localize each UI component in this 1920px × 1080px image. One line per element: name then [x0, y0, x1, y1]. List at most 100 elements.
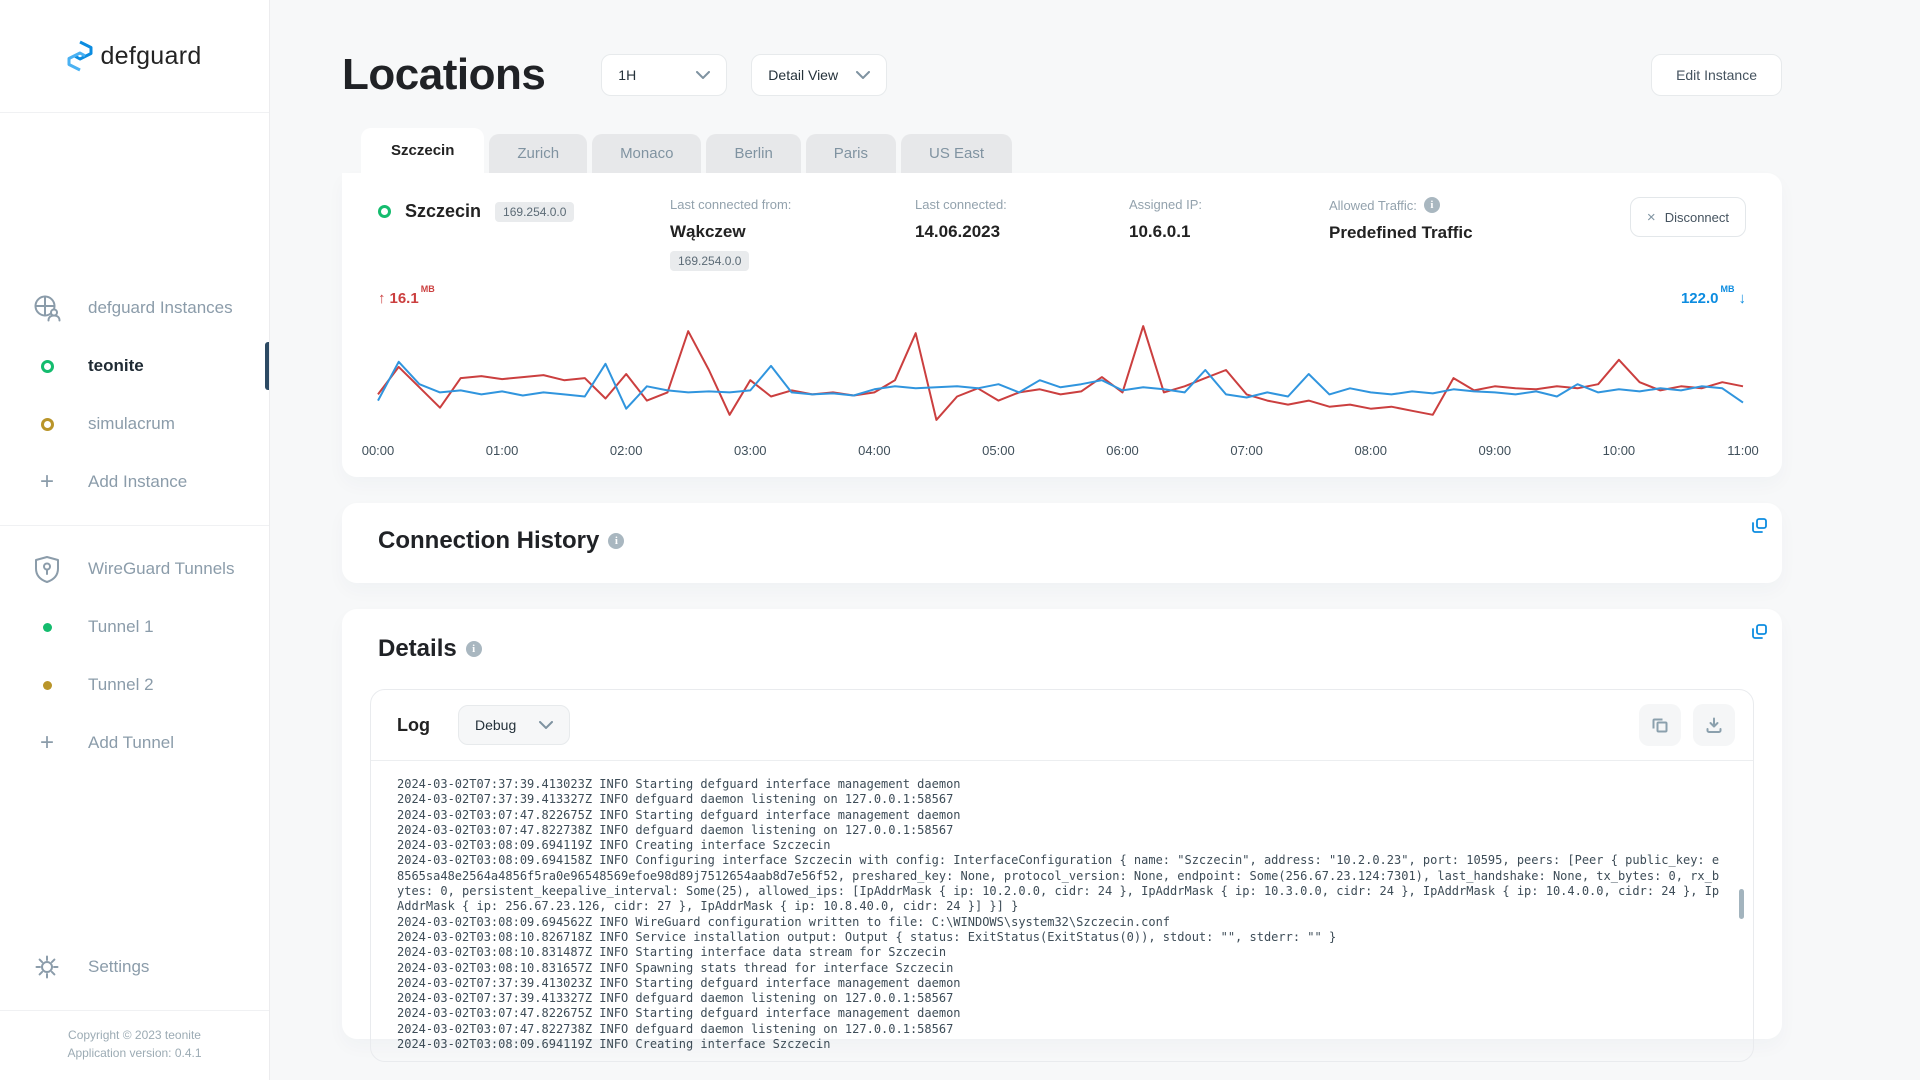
x-axis-label: 05:00: [982, 443, 1015, 458]
download-arrow-icon: ↓: [1738, 289, 1747, 307]
sidebar-item-tunnel-1[interactable]: Tunnel 1: [0, 598, 269, 656]
sidebar-item-label: Settings: [88, 957, 150, 976]
x-axis-label: 07:00: [1230, 443, 1263, 458]
download-log-button[interactable]: [1693, 704, 1735, 746]
copyright-text: Copyright © 2023 teonite: [68, 1028, 201, 1042]
log-scrollbar-thumb[interactable]: [1739, 889, 1744, 919]
copy-log-button[interactable]: [1639, 704, 1681, 746]
copy-icon: [1652, 718, 1668, 733]
sidebar-item-label: Tunnel 2: [88, 675, 154, 694]
info-icon[interactable]: i: [1423, 197, 1440, 213]
instances-icon: [32, 294, 62, 322]
sidebar-item-label: Tunnel 1: [88, 617, 154, 636]
location-card: Szczecin 169.254.0.0 Last connected from…: [342, 173, 1782, 477]
field-last-connected: Last connected: 14.06.2023: [915, 197, 1007, 241]
log-panel-header: Log Debug: [371, 690, 1753, 760]
x-axis-label: 06:00: [1106, 443, 1139, 458]
tab-szczecin[interactable]: Szczecin: [361, 128, 485, 173]
x-axis-label: 01:00: [485, 443, 519, 458]
status-ring-green-icon: [32, 359, 62, 373]
x-axis-label: 11:00: [1727, 443, 1759, 458]
x-axis-label: 04:00: [858, 443, 891, 458]
sidebar-item-wireguard-tunnels[interactable]: WireGuard Tunnels: [0, 540, 269, 598]
view-select[interactable]: Detail View: [751, 54, 888, 96]
traffic-chart-x-axis: 00:00 01:00 02:00 03:00 04:00 05:00 06:00 07:00…: [362, 443, 1759, 463]
location-card-header: Szczecin 169.254.0.0 Last connected from…: [378, 197, 1746, 271]
tab-berlin[interactable]: Berlin: [706, 134, 801, 173]
info-icon[interactable]: i: [465, 641, 482, 657]
sidebar-item-label: defguard Instances: [88, 298, 233, 317]
sidebar-nav: defguard Instances teonite simulacrum + …: [0, 279, 269, 772]
edit-instance-button[interactable]: Edit Instance: [1651, 54, 1782, 96]
page-title: Locations: [342, 50, 546, 99]
shield-keyhole-icon: [32, 555, 62, 583]
location-tabs: Szczecin Zurich Monaco Berlin Paris US E…: [342, 128, 1782, 173]
log-panel: Log Debug: [370, 689, 1754, 1062]
download-total: 122.0MB ↓: [1680, 284, 1747, 307]
x-axis-label: 09:00: [1478, 443, 1512, 458]
x-axis-label: 00:00: [361, 443, 395, 458]
connection-history-card: Connection History i: [342, 503, 1782, 583]
details-card: Details i Log Debug: [342, 609, 1782, 1062]
connection-history-title: Connection History: [378, 527, 600, 554]
traffic-chart-wrap: 00:00 01:00 02:00 03:00 04:00 05:00 06:00 07:00…: [362, 313, 1759, 463]
sidebar-item-simulacrum[interactable]: simulacrum: [0, 395, 269, 453]
sidebar-item-defguard-instances[interactable]: defguard Instances: [0, 279, 269, 337]
upload-total: ↑ 16.1MB: [378, 284, 435, 307]
period-select[interactable]: 1H: [601, 54, 728, 96]
plus-icon: +: [39, 729, 54, 756]
download-line: [377, 360, 1744, 410]
logo-text: defguard: [100, 41, 202, 70]
sidebar-item-label: simulacrum: [88, 414, 175, 433]
upload-line: [377, 325, 1744, 421]
field-allowed-traffic: Allowed Traffic: i Predefined Traffic: [1329, 197, 1473, 242]
tab-us-east[interactable]: US East: [900, 134, 1013, 173]
chevron-down-icon: [539, 721, 553, 729]
status-dot-yellow-icon: [32, 680, 62, 690]
sidebar-item-label: teonite: [88, 356, 144, 375]
last-connected-ip-badge: 169.254.0.0: [670, 251, 750, 271]
period-select-value: 1H: [618, 67, 637, 83]
status-ring-yellow-icon: [32, 417, 62, 431]
log-text: 2024-03-02T07:37:39.413023Z INFO Startin…: [397, 777, 1720, 1052]
location-name-group: Szczecin 169.254.0.0: [378, 197, 670, 222]
tab-paris[interactable]: Paris: [805, 134, 896, 173]
defguard-logo: defguard: [67, 39, 201, 73]
sidebar-divider: [0, 525, 269, 526]
upload-arrow-icon: ↑: [378, 289, 386, 307]
expand-icon[interactable]: [1752, 518, 1767, 533]
field-assigned-ip: Assigned IP: 10.6.0.1: [1129, 197, 1202, 241]
page-header: Locations 1H Detail View Edit Instance: [342, 50, 1782, 100]
download-icon: [1706, 717, 1722, 733]
expand-icon[interactable]: [1752, 624, 1767, 639]
x-axis-label: 08:00: [1354, 443, 1387, 458]
active-indicator-bar: [265, 342, 269, 390]
tab-zurich[interactable]: Zurich: [489, 134, 588, 173]
sidebar-item-tunnel-2[interactable]: Tunnel 2: [0, 656, 269, 714]
sidebar-item-teonite[interactable]: teonite: [0, 337, 269, 395]
connection-status-ring-icon: [378, 205, 391, 218]
gear-icon: [32, 954, 62, 980]
log-title: Log: [397, 714, 430, 735]
info-icon[interactable]: i: [608, 533, 625, 549]
traffic-summary: ↑ 16.1MB 122.0MB ↓: [378, 284, 1747, 307]
disconnect-button[interactable]: × Disconnect: [1629, 197, 1746, 237]
sidebar-item-add-tunnel[interactable]: + Add Tunnel: [0, 714, 269, 772]
location-ip-badge: 169.254.0.0: [495, 201, 575, 222]
x-axis-label: 02:00: [609, 443, 643, 458]
close-icon: ×: [1646, 208, 1656, 226]
sidebar-item-settings[interactable]: Settings: [0, 938, 269, 996]
defguard-logo-icon: [67, 40, 93, 72]
plus-icon: +: [39, 468, 54, 495]
log-level-select[interactable]: Debug: [458, 705, 570, 745]
sidebar-item-label: WireGuard Tunnels: [88, 559, 235, 578]
x-axis-label: 10:00: [1602, 443, 1636, 458]
sidebar-item-add-instance[interactable]: + Add Instance: [0, 453, 269, 511]
traffic-chart: [377, 325, 1744, 421]
sidebar-item-label: Add Instance: [88, 472, 188, 491]
x-axis-label: 03:00: [733, 443, 767, 458]
sidebar-footer: Copyright © 2023 teonite Application ver…: [0, 1010, 269, 1080]
main-content: Locations 1H Detail View Edit Instance S…: [270, 0, 1920, 1080]
tab-monaco[interactable]: Monaco: [592, 134, 702, 173]
